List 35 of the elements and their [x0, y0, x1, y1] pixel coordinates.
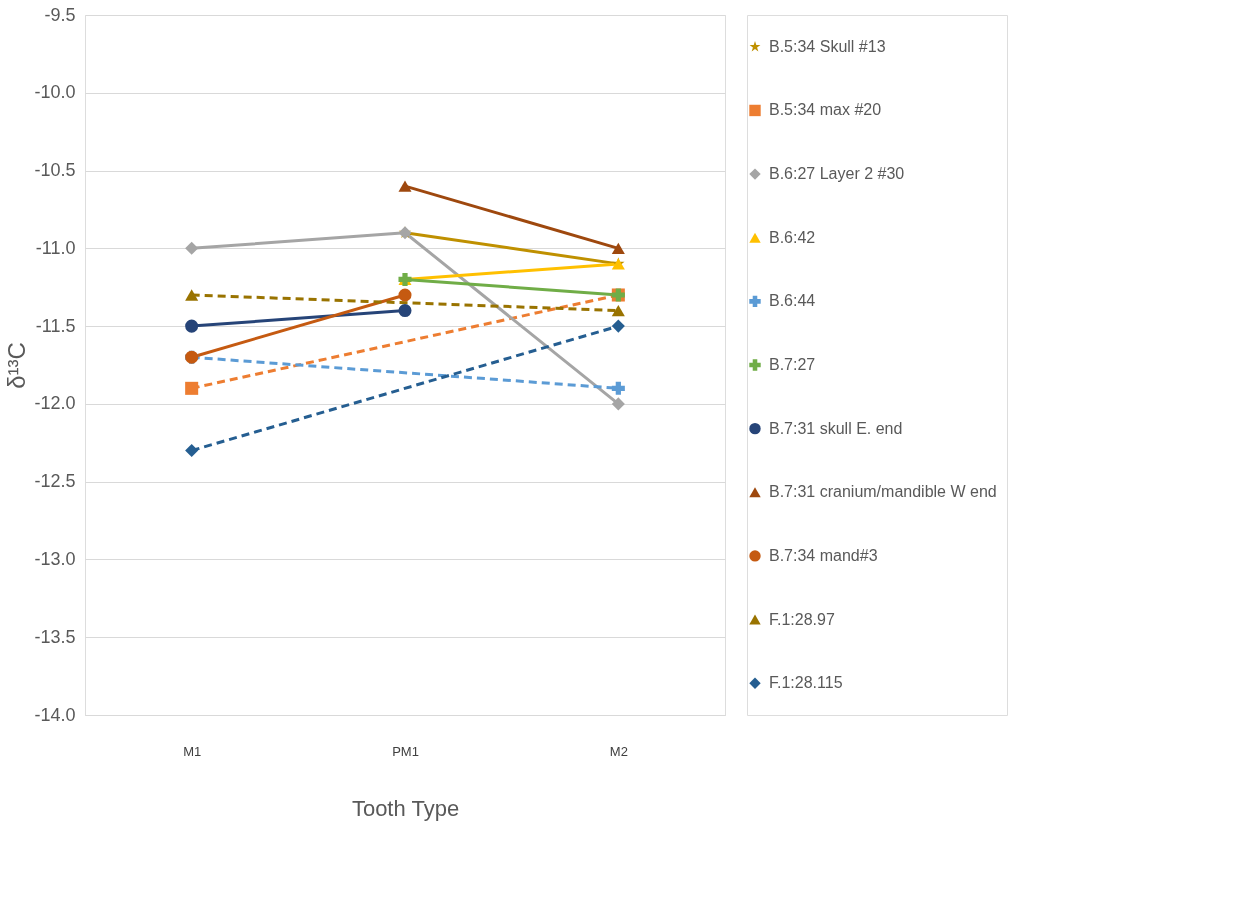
y-tick-label: -10.5	[34, 160, 76, 181]
y-tick-label: -14.0	[34, 704, 76, 725]
y-tick-label: -13.0	[34, 548, 76, 569]
legend-label: B.7:27	[769, 356, 816, 373]
point	[611, 397, 625, 411]
legend-label: B.6:44	[769, 292, 816, 310]
point	[185, 381, 199, 395]
y-tick-label: -12.5	[34, 471, 76, 492]
legend-label: B.7:34 mand#3	[769, 546, 878, 564]
legend-label: F.1:28.115	[769, 674, 843, 692]
legend-label: B.6:42	[769, 228, 816, 246]
x-tick-label: M2	[609, 743, 628, 759]
legend-label: F.1:28.97	[769, 610, 835, 628]
x-axis-title: Tooth Type	[351, 795, 460, 821]
point	[185, 444, 199, 458]
x-tick-label: M1	[183, 743, 202, 759]
point	[611, 381, 625, 395]
y-tick-label: -12.0	[34, 393, 76, 414]
y-tick-label: -11.0	[35, 237, 76, 258]
point	[185, 241, 199, 255]
y-axis-title: δ¹³C	[3, 342, 31, 389]
y-tick-label: -11.5	[35, 315, 76, 336]
legend-label: B.7:31 cranium/mandible W end	[769, 483, 997, 501]
legend-label: B.5:34 max #20	[769, 101, 882, 119]
point	[398, 304, 412, 318]
point	[398, 288, 412, 302]
y-tick-label: -10.0	[34, 82, 76, 103]
x-tick-label: PM1	[392, 743, 419, 759]
legend-label: B.6:27 Layer 2 #30	[769, 165, 905, 183]
legend-label: B.7:31 skull E. end	[769, 419, 903, 437]
y-tick-label: -9.5	[44, 4, 76, 25]
legend-label: B.5:34 Skull #13	[769, 37, 886, 55]
y-tick-label: -13.5	[34, 626, 76, 647]
point	[611, 319, 625, 333]
point	[185, 319, 199, 333]
